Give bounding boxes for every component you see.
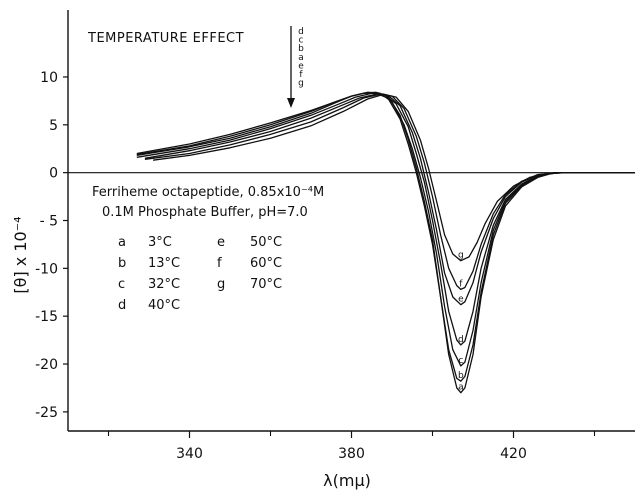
x-tick-label: 380 (338, 446, 365, 462)
axes (67, 10, 635, 432)
order-letter-f: f (299, 70, 303, 80)
curve-label-d: d (458, 335, 464, 345)
legend-label-e: 50°C (250, 235, 282, 250)
legend-entries: a 3°C b 13°C c 32°C d 40°C e 50°C f 60°C g 70°C (118, 235, 282, 313)
series-line-c (136, 91, 635, 367)
legend-key-b: b (118, 256, 126, 271)
legend-key-c: c (118, 277, 125, 292)
ticks-group: 10 5 0 - 5 -10 -15 -20 -25 340 380 420 (35, 70, 596, 462)
y-tick-label: - 5 (40, 214, 58, 230)
curve-label-f: f (459, 279, 463, 289)
y-tick-label: 0 (49, 166, 58, 182)
order-letter-a: a (298, 53, 304, 63)
arrow-down-icon (287, 26, 295, 108)
legend-label-d: 40°C (148, 298, 180, 313)
curve-label-e: e (458, 295, 464, 305)
legend-label-b: 13°C (148, 256, 180, 271)
y-tick-label: -20 (35, 357, 58, 373)
legend-label-a: 3°C (148, 235, 172, 250)
series-group (136, 91, 635, 394)
series-line-g (153, 93, 635, 262)
x-tick-label: 340 (176, 446, 203, 462)
curve-label-g: g (458, 251, 464, 261)
order-letter-b: b (298, 44, 304, 54)
y-tick-label: 10 (40, 70, 58, 86)
legend-key-d: d (118, 298, 126, 313)
y-axis-title: [θ] x 10⁻⁴ (11, 216, 30, 293)
order-letter-g: g (298, 79, 304, 89)
curve-label-group: abc d ef g (458, 251, 464, 393)
order-letter-d: d (298, 27, 304, 37)
legend-label-g: 70°C (250, 277, 282, 292)
series-line-e (144, 93, 635, 306)
legend-key-a: a (118, 235, 126, 250)
x-axis-title: λ(mμ) (323, 471, 371, 490)
series-line-f (144, 93, 635, 291)
legend-key-g: g (217, 277, 225, 292)
series-line-b (136, 92, 635, 382)
series-line-a (136, 91, 635, 394)
legend-key-f: f (217, 256, 222, 271)
legend-label-f: 60°C (250, 256, 282, 271)
curve-label-a: a (458, 383, 464, 393)
legend-title-line-1: Ferriheme octapeptide, 0.85x10⁻⁴M (92, 185, 324, 200)
series-line-d (136, 92, 635, 346)
y-tick-label: -15 (35, 309, 58, 325)
x-tick-label: 420 (500, 446, 527, 462)
curve-label-b: b (458, 371, 464, 381)
legend-key-e: e (217, 235, 225, 250)
legend-label-c: 32°C (148, 277, 180, 292)
order-letter-c: c (299, 36, 304, 46)
legend-title-line-2: 0.1M Phosphate Buffer, pH=7.0 (102, 205, 308, 220)
temperature-effect-label: TEMPERATURE EFFECT (87, 31, 244, 46)
order-letter-e: e (298, 61, 304, 71)
y-tick-label: 5 (49, 118, 58, 134)
y-tick-label: -25 (35, 405, 58, 421)
curve-label-c: c (458, 356, 463, 366)
y-tick-label: -10 (35, 261, 58, 277)
